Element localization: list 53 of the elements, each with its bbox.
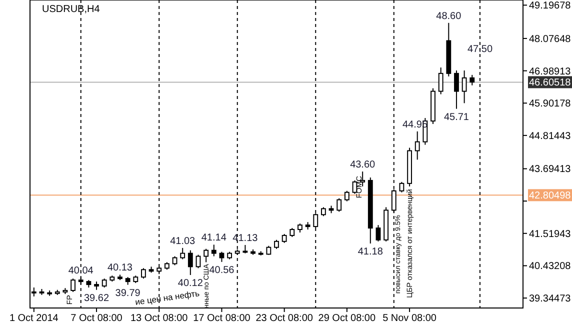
annotation: 40.13 (107, 262, 133, 274)
candlestick (391, 188, 396, 214)
candlestick (376, 224, 381, 242)
candlestick (336, 198, 342, 212)
candlestick (360, 171, 366, 187)
y-tick-label: 39.34473 (529, 294, 572, 305)
annotation: 45.71 (444, 112, 470, 123)
candlestick (313, 212, 318, 229)
candlestick (462, 70, 467, 104)
x-tick-label: 7 Oct 08:00 (70, 313, 123, 324)
y-tick-label: 48.07648 (529, 34, 572, 45)
candlestick (438, 66, 444, 95)
x-tick-label: 29 Oct 08:00 (318, 313, 376, 324)
y-tick-label: 45.90178 (529, 98, 572, 110)
candlestick (188, 250, 193, 276)
candlestick (399, 181, 404, 193)
y-tick-label: 46.98913 (529, 66, 572, 78)
annotation: 39.62 (84, 292, 110, 304)
y-tick-label: 41.51943 (529, 228, 572, 240)
y-tick-label: 40.43208 (529, 261, 572, 272)
annotation: 40.12 (178, 278, 204, 289)
annotation: 43.60 (350, 160, 376, 171)
ref-line-label: 46.60518 (529, 78, 572, 89)
annotation: 47.50 (467, 44, 493, 55)
ref-line-label: 42.80498 (529, 190, 572, 202)
x-tick-label: 1 Oct 2014 (9, 313, 59, 324)
candlestick (454, 70, 459, 110)
candlestick (204, 248, 209, 263)
candlestick (344, 190, 350, 202)
candlestick (196, 254, 201, 269)
y-tick-label: 44.81443 (529, 130, 572, 142)
candlestick (70, 278, 76, 292)
candlestick (211, 244, 216, 257)
candlestick (180, 247, 186, 260)
candlestick (219, 251, 224, 262)
candlestick (414, 130, 420, 160)
candlestick (470, 74, 475, 86)
x-tick-label: 13 Oct 08:00 (130, 313, 188, 324)
annotation: 39.79 (115, 288, 141, 299)
candlestick (141, 268, 146, 280)
chart-title: USDRUB,H4 (42, 4, 100, 15)
annotation: 40.04 (68, 265, 94, 276)
annotation: 41.13 (232, 232, 258, 244)
x-tick-label: 5 Nov 08:00 (382, 313, 437, 324)
annotation: 48.60 (436, 10, 462, 22)
x-tick-label: 23 Oct 08:00 (256, 313, 314, 324)
annotation: 41.03 (170, 236, 196, 247)
x-tick-label: 17 Oct 08:00 (193, 313, 251, 324)
annotation: 41.18 (358, 246, 384, 258)
y-tick-label: 49.19678 (529, 0, 572, 12)
annotation: 40.56 (209, 264, 235, 276)
annotation: 41.14 (201, 232, 227, 244)
y-tick-label: 43.69413 (529, 164, 572, 176)
